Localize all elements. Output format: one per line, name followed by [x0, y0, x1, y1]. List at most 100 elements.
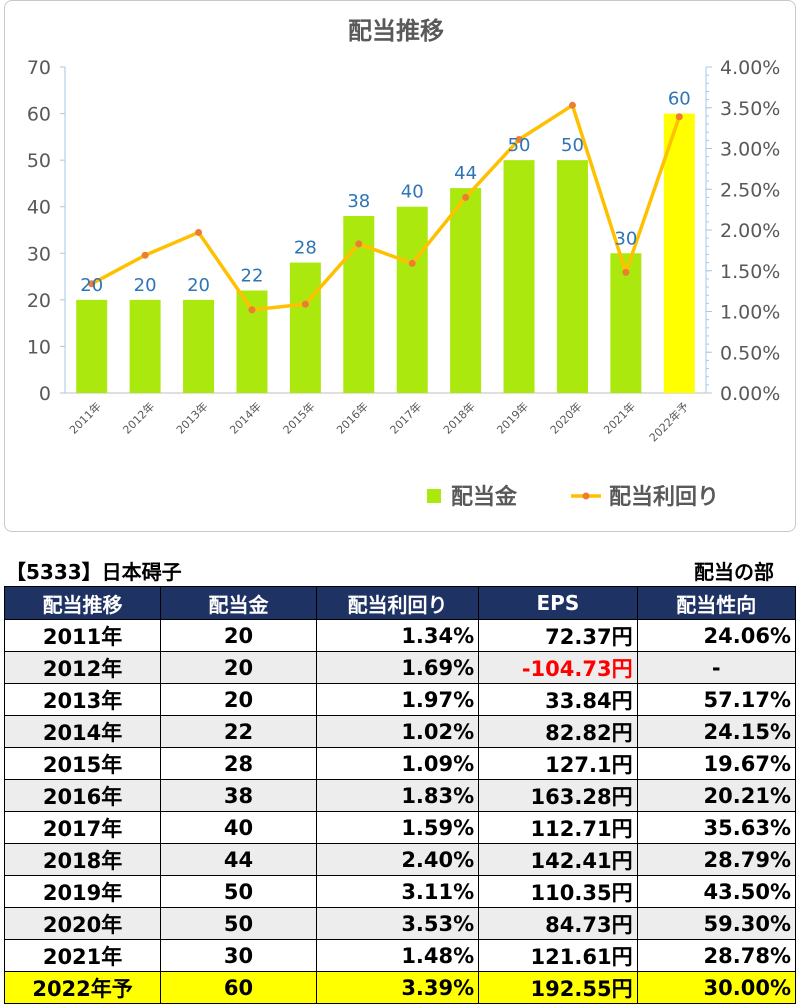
bar	[556, 160, 588, 393]
x-tick-label: 2011年	[66, 399, 103, 436]
bar-data-label: 50	[508, 135, 531, 156]
cell-yield: 1.83%	[315, 779, 480, 812]
cell-year: 2018年	[3, 843, 162, 876]
table-row: 2013年 20 1.97% 33.84円 57.17%	[3, 683, 797, 716]
bar	[129, 299, 161, 393]
cell-eps: 192.55円	[478, 971, 638, 1004]
cell-dividend: 28	[160, 747, 317, 780]
bar-data-label: 44	[454, 163, 477, 184]
bar-data-label: 38	[347, 191, 370, 212]
x-tick-label: 2016年	[333, 399, 370, 436]
cell-eps: 142.41円	[478, 843, 638, 876]
cell-eps: 33.84円	[478, 683, 638, 716]
cell-year: 2019年	[3, 875, 162, 908]
bar	[450, 188, 482, 393]
cell-year: 2015年	[3, 747, 162, 780]
cell-eps: 110.35円	[478, 875, 638, 908]
legend-bar-swatch	[427, 489, 441, 503]
bar	[610, 253, 642, 393]
legend-line-label: 配当利回り	[609, 485, 719, 510]
right-tick-label: 3.50%	[720, 98, 780, 120]
cell-eps: 163.28円	[478, 779, 638, 812]
table-header-row: 配当推移 配当金 配当利回り EPS 配当性向	[3, 586, 797, 620]
table-row: 2022年予 60 3.39% 192.55円 30.00%	[3, 971, 797, 1004]
bar-data-label: 20	[187, 275, 210, 296]
bar	[503, 160, 535, 393]
table-row: 2018年 44 2.40% 142.41円 28.79%	[3, 843, 797, 876]
cell-payout: 30.00%	[636, 971, 797, 1004]
x-tick-label: 2018年	[440, 399, 477, 436]
yield-point	[248, 306, 256, 314]
cell-dividend: 50	[160, 875, 317, 908]
table-row: 2017年 40 1.59% 112.71円 35.63%	[3, 811, 797, 844]
cell-yield: 3.53%	[315, 907, 480, 940]
x-tick-label: 2013年	[173, 399, 210, 436]
table-row: 2011年 20 1.34% 72.37円 24.06%	[3, 619, 797, 652]
yield-point	[88, 280, 96, 288]
left-tick-label: 0	[39, 383, 51, 405]
cell-yield: 1.97%	[315, 683, 480, 716]
left-tick-label: 40	[27, 197, 51, 219]
yield-point	[462, 193, 470, 201]
cell-year: 2014年	[3, 715, 162, 748]
cell-yield: 3.39%	[315, 971, 480, 1004]
table-row: 2014年 22 1.02% 82.82円 24.15%	[3, 715, 797, 748]
right-tick-label: 2.00%	[720, 220, 780, 242]
x-tick-label: 2012年	[120, 399, 157, 436]
cell-year: 2012年	[3, 651, 162, 684]
right-tick-label: 0.00%	[720, 383, 780, 405]
company-label: 【5333】日本碍子	[6, 560, 182, 584]
yield-point	[515, 136, 523, 144]
bar-data-label: 28	[294, 238, 317, 259]
bar-data-label: 22	[241, 266, 264, 287]
left-tick-label: 70	[27, 57, 51, 79]
left-tick-label: 20	[27, 290, 51, 312]
x-tick-label: 2014年	[227, 399, 264, 436]
left-tick-label: 60	[27, 104, 51, 126]
cell-year: 2020年	[3, 907, 162, 940]
x-tick-label: 2019年	[494, 399, 531, 436]
bar-data-label: 40	[401, 182, 424, 203]
column-header: 配当性向	[636, 586, 797, 620]
cell-dividend: 60	[160, 971, 317, 1004]
yield-point	[141, 251, 149, 259]
cell-payout: 43.50%	[636, 875, 797, 908]
cell-dividend: 38	[160, 779, 317, 812]
x-tick-label: 2020年	[547, 399, 584, 436]
cell-eps: 121.61円	[478, 939, 638, 972]
left-tick-label: 30	[27, 243, 51, 265]
bar-data-label: 60	[668, 89, 691, 110]
cell-payout: -	[636, 651, 797, 684]
cell-year: 2017年	[3, 811, 162, 844]
right-tick-label: 2.50%	[720, 179, 780, 201]
bar	[663, 113, 695, 394]
cell-dividend: 22	[160, 715, 317, 748]
cell-eps: 112.71円	[478, 811, 638, 844]
right-tick-label: 1.50%	[720, 261, 780, 283]
x-tick-label: 2015年	[280, 399, 317, 436]
right-tick-label: 4.00%	[720, 57, 780, 79]
bar	[396, 206, 428, 393]
table-row: 2012年 20 1.69% -104.73円 -	[3, 651, 797, 684]
cell-payout: 19.67%	[636, 747, 797, 780]
bar	[76, 299, 108, 393]
cell-dividend: 44	[160, 843, 317, 876]
table-header: 【5333】日本碍子 配当の部	[4, 554, 796, 584]
column-header: 配当金	[160, 586, 317, 620]
cell-eps: 72.37円	[478, 619, 638, 652]
yield-point	[195, 228, 203, 236]
left-tick-label: 50	[27, 150, 51, 172]
x-tick-label: 2017年	[387, 399, 424, 436]
cell-dividend: 20	[160, 651, 317, 684]
cell-payout: 20.21%	[636, 779, 797, 812]
cell-eps: 84.73円	[478, 907, 638, 940]
column-header: EPS	[478, 586, 638, 620]
column-header: 配当利回り	[315, 586, 480, 620]
bar	[183, 299, 215, 393]
cell-yield: 2.40%	[315, 843, 480, 876]
cell-yield: 1.48%	[315, 939, 480, 972]
cell-payout: 28.78%	[636, 939, 797, 972]
cell-yield: 1.34%	[315, 619, 480, 652]
cell-dividend: 30	[160, 939, 317, 972]
cell-payout: 28.79%	[636, 843, 797, 876]
